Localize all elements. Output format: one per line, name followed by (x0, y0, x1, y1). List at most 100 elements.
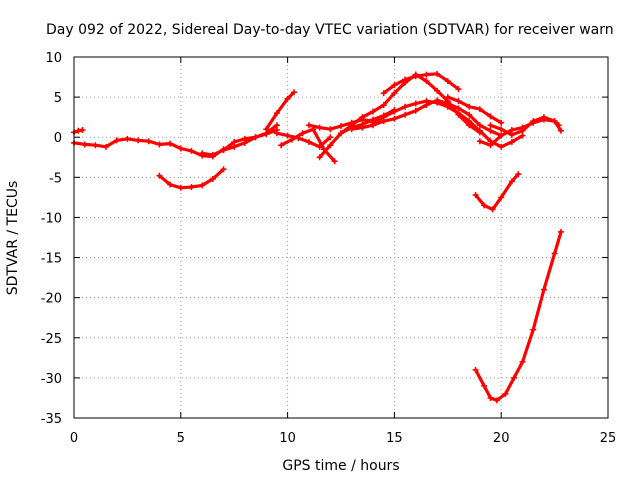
data-point (145, 138, 152, 145)
data-point (370, 118, 377, 125)
data-point (558, 228, 565, 235)
data-point (359, 116, 366, 123)
data-point (305, 122, 312, 129)
data-point (167, 181, 174, 188)
y-tick-label: -30 (41, 372, 62, 387)
data-point (498, 143, 505, 150)
plot-frame (73, 56, 609, 419)
data-point (434, 87, 441, 94)
data-point (530, 326, 537, 333)
data-point (188, 147, 195, 154)
data-point (498, 194, 505, 201)
data-point (124, 135, 131, 142)
data-point (540, 116, 547, 123)
data-point (515, 171, 522, 178)
data-point (551, 118, 558, 125)
data-point (423, 78, 430, 85)
data-point (156, 141, 163, 148)
data-point (209, 175, 216, 182)
data-point (231, 143, 238, 150)
data-point (472, 366, 479, 373)
data-point (434, 97, 441, 104)
data-point (331, 158, 338, 165)
data-point (273, 110, 280, 117)
series-track-12 (382, 72, 461, 95)
data-point (498, 126, 505, 133)
x-axis-label: GPS time / hours (282, 458, 399, 474)
tick-layer: 0 5 10 15 20 25 10 5 0 -5 -10 -15 -20 -25 -30 -35 (41, 51, 617, 446)
data-point (476, 106, 483, 113)
y-axis-label: SDTVAR / TECUs (5, 181, 21, 296)
data-point (92, 142, 99, 149)
data-point (502, 390, 509, 397)
data-point (498, 132, 505, 139)
y-tick-label: -20 (41, 292, 62, 307)
data-point (402, 76, 409, 83)
x-tick-label: 0 (70, 431, 78, 446)
data-point (316, 154, 323, 161)
data-point (177, 145, 184, 152)
data-point (444, 94, 451, 101)
data-point (263, 126, 270, 133)
data-point (288, 136, 295, 143)
data-point (135, 137, 142, 144)
data-point (81, 141, 88, 148)
data-point (252, 134, 259, 141)
data-point (113, 137, 120, 144)
x-tick-label: 10 (279, 431, 296, 446)
data-point (551, 250, 558, 257)
data-point (455, 98, 462, 105)
data-point (472, 191, 479, 198)
data-point (380, 112, 387, 119)
data-point (444, 100, 451, 107)
data-point (348, 119, 355, 126)
y-tick-label: 5 (54, 91, 62, 106)
data-point (380, 102, 387, 109)
data-point (177, 184, 184, 191)
data-point (199, 182, 206, 189)
y-tick-label: -10 (41, 211, 62, 226)
data-point (278, 142, 285, 149)
data-point (391, 106, 398, 113)
data-point (380, 118, 387, 125)
y-tick-label: -35 (41, 412, 62, 427)
grid-layer (74, 57, 608, 418)
data-point (273, 130, 280, 137)
y-tick-label: 0 (54, 131, 62, 146)
data-point (511, 374, 518, 381)
data-point (558, 127, 565, 134)
data-point (508, 127, 515, 134)
data-point (423, 71, 430, 78)
data-point (209, 151, 216, 158)
data-point (444, 78, 451, 85)
data-point (103, 143, 110, 150)
data-point (79, 127, 86, 134)
data-point (188, 183, 195, 190)
data-point (498, 119, 505, 126)
data-point (489, 206, 496, 213)
series-layer (71, 70, 565, 404)
series-track-9 (318, 72, 418, 159)
data-point (540, 286, 547, 293)
data-point (555, 122, 562, 129)
data-point (75, 127, 82, 134)
data-point (338, 122, 344, 129)
data-point (402, 103, 409, 110)
data-point (487, 394, 494, 401)
data-point (391, 115, 398, 122)
data-point (476, 122, 483, 129)
x-tick-label: 15 (386, 431, 403, 446)
data-point (284, 95, 291, 102)
data-point (156, 172, 163, 179)
data-point (220, 147, 227, 154)
data-point (412, 107, 419, 114)
data-point (327, 142, 334, 149)
data-point (199, 150, 206, 157)
data-point (305, 139, 312, 146)
data-point (508, 139, 515, 146)
data-point (481, 202, 488, 209)
data-point (466, 111, 473, 118)
data-point (493, 397, 500, 404)
x-tick-label: 20 (493, 431, 510, 446)
